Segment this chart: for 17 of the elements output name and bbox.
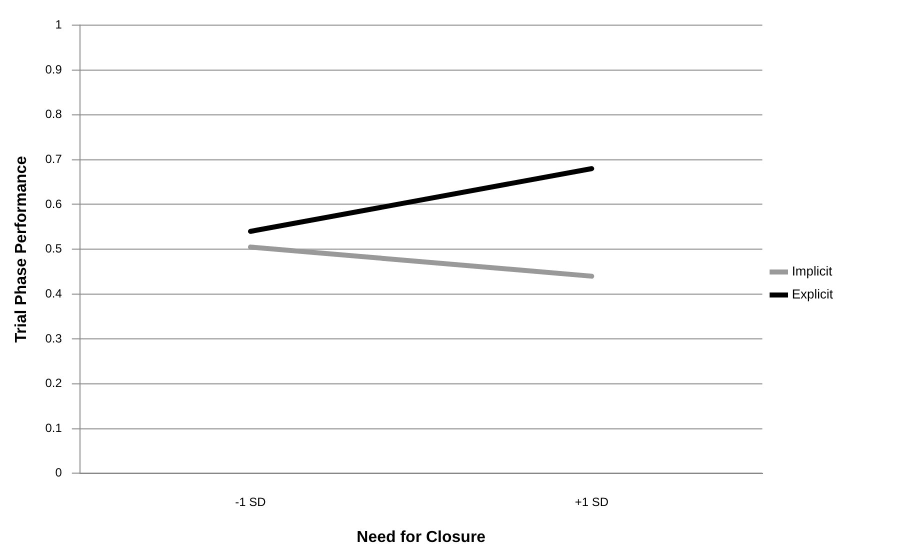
y-tick-label: 0.7	[45, 152, 62, 166]
x-tick-label: -1 SD	[235, 494, 266, 509]
x-tick-label: +1 SD	[574, 494, 609, 509]
y-tick-label: 0.5	[45, 242, 62, 256]
y-axis-title: Trial Phase Performance	[13, 156, 30, 343]
y-tick-label: 1	[55, 18, 62, 32]
y-tick-label: 0.6	[45, 196, 62, 211]
y-tick-label: 0.2	[45, 376, 62, 390]
y-tick-label: 0.3	[45, 331, 62, 346]
y-tick-label: 0.8	[45, 107, 62, 122]
y-tick-label: 0.9	[45, 62, 62, 76]
y-tick-label: 0.4	[45, 286, 62, 300]
y-tick-label: 0	[55, 466, 62, 480]
legend-label: Implicit	[792, 264, 833, 279]
legend-label: Explicit	[792, 286, 834, 302]
y-tick-label: 0.1	[45, 420, 62, 435]
x-axis-title: Need for Closure	[356, 528, 486, 546]
